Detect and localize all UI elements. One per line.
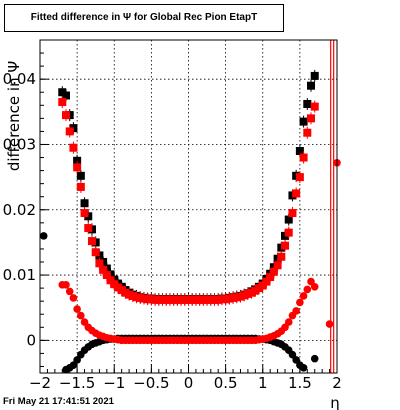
y-axis-ticks: 0 0.01 0.02 0.03 0.04 [3,52,49,367]
data-point-square [76,171,85,180]
x-tick-label: −0.5 [133,374,169,392]
data-point-square [91,248,100,257]
y-tick-label: 0 [26,331,36,349]
data-point-square [76,182,85,191]
x-tick-label: 2 [332,374,342,392]
chart-title: Fitted difference in Ψ for Global Rec Pi… [4,4,284,32]
x-axis-ticks: −2 −1.5 −1 −0.5 0 0.5 1 1.5 2 [29,364,342,392]
data-point-square [99,265,108,274]
timestamp: Fri May 21 17:41:51 2021 [3,396,114,407]
data-point-square [299,117,308,126]
data-point-square [73,163,82,172]
data-point-square [307,114,316,123]
data-point-square [87,237,96,246]
data-point-circle [296,298,304,307]
data-series [39,69,341,374]
x-tick-label: −2 [29,374,51,392]
data-point-circle [299,363,308,372]
data-point-square [273,261,282,270]
x-tick-label: 0.5 [214,374,238,392]
y-tick-label: 0.03 [3,135,36,153]
data-point-square [299,153,308,162]
data-point-circle [77,311,85,320]
data-point-square [58,98,67,107]
data-point-circle [62,281,70,289]
data-point-circle [299,292,308,300]
data-point-circle [310,283,319,291]
data-point-square [269,267,278,276]
x-tick-label: 0 [184,374,194,392]
data-point-square [69,143,78,152]
x-tick-label: 1.5 [288,374,312,392]
data-point-square [277,252,286,261]
data-point-circle [310,354,319,363]
x-tick-label: −1.5 [59,374,95,392]
data-point-circle [73,305,81,313]
data-point-square [284,215,293,224]
y-tick-label: 0.01 [3,266,36,284]
data-point-square [295,173,304,182]
data-point-square [284,228,293,237]
data-point-square [281,241,290,250]
data-point-square [80,209,89,218]
data-point-square [288,209,297,218]
data-point-square [292,189,301,198]
y-tick-label: 0.02 [3,201,36,219]
data-point-square [80,199,89,208]
x-tick-label: −1 [103,374,125,392]
data-point-square [73,156,82,165]
data-point-square [295,147,304,155]
data-point-square [303,99,312,108]
data-point-square [65,127,74,136]
data-point-square [310,71,319,80]
data-point-square [61,91,70,100]
data-point-circle [65,287,74,296]
data-point-square [307,81,316,90]
x-axis-label: η [330,394,340,410]
data-point-square [262,277,271,286]
grid-lines [39,40,338,373]
data-point-square [84,224,93,233]
data-point-square [266,273,275,282]
data-point-square [95,259,104,268]
y-tick-label: 0.04 [3,70,36,88]
data-point-circle [325,320,334,328]
y-axis-label: difference in Ψ [5,61,23,171]
data-point-circle [69,294,78,302]
data-point-square [310,102,319,111]
data-point-circle [303,285,312,294]
vertical-lines [330,40,335,373]
data-point-circle [284,318,293,326]
data-point-square [61,111,70,120]
data-point-circle [292,307,300,315]
data-point-square [102,271,111,280]
x-tick-label: 1 [258,374,268,392]
data-point-square [303,128,312,137]
